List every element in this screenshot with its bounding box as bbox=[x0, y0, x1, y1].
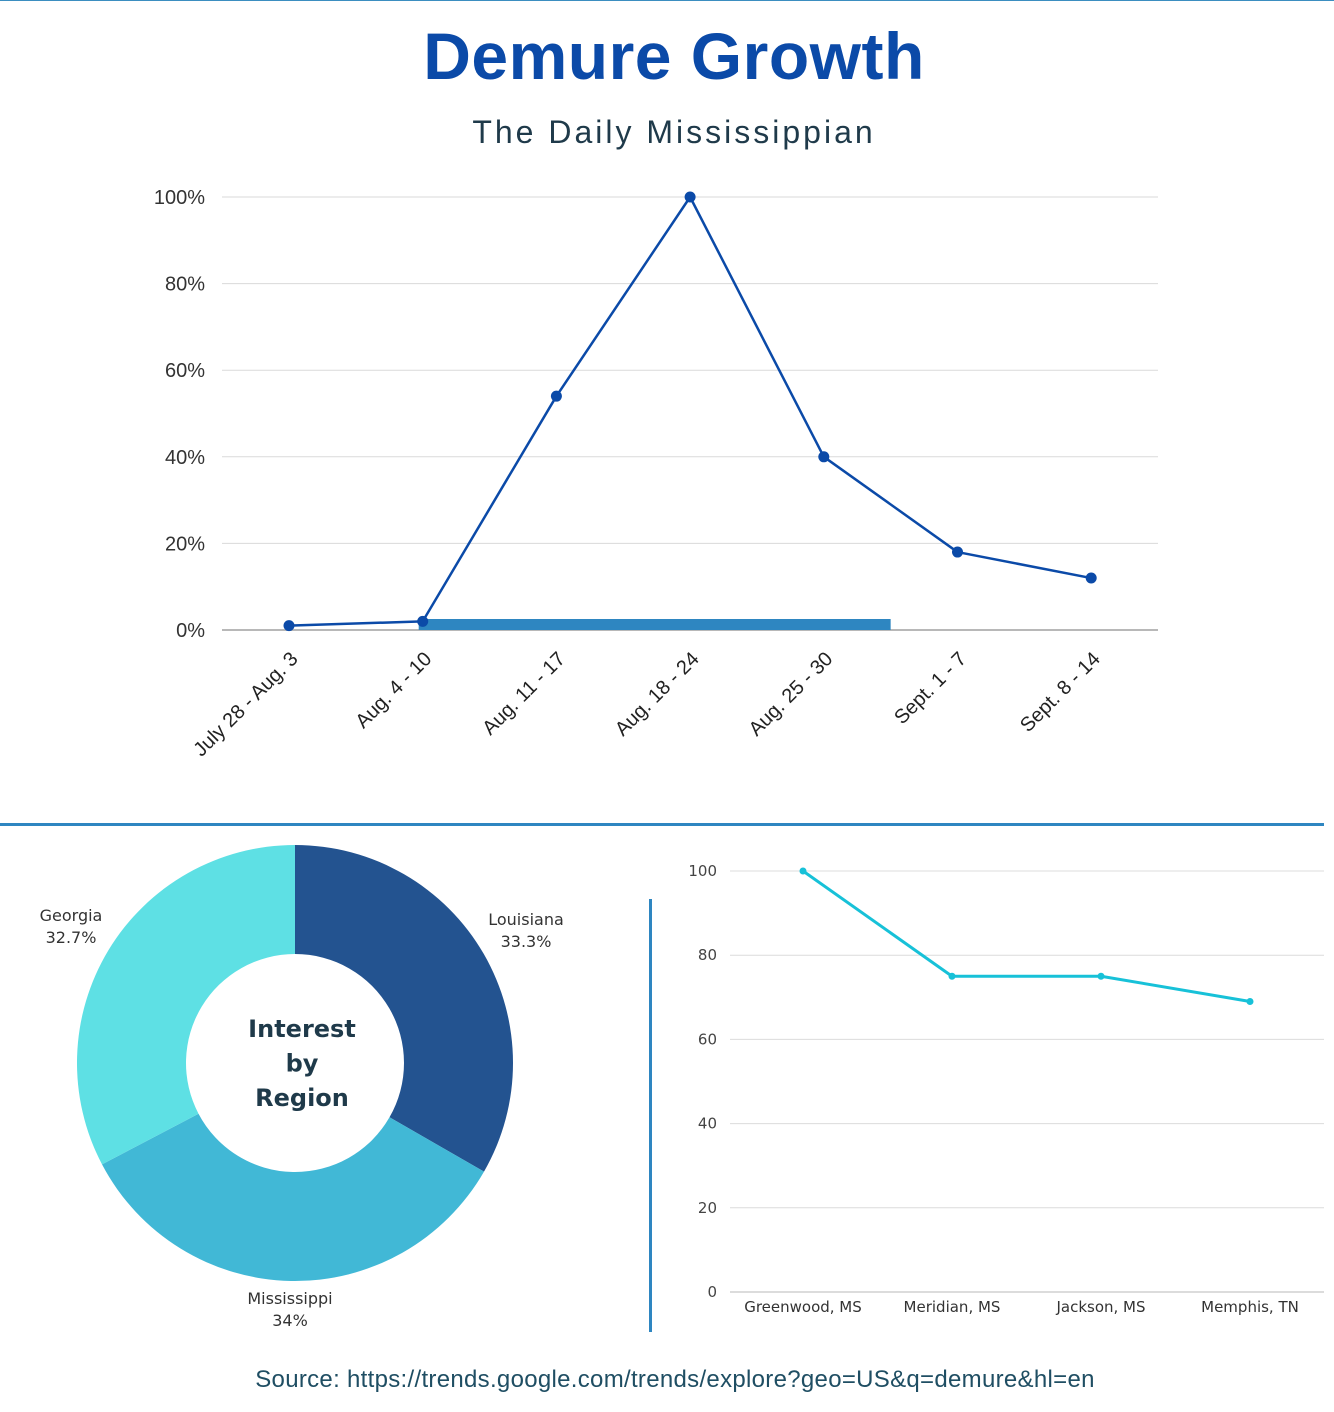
city-chart-point bbox=[799, 867, 807, 875]
page-title: Demure Growth bbox=[423, 19, 925, 93]
main-chart-y-tick: 80% bbox=[165, 274, 205, 296]
main-chart-y-tick: 0% bbox=[176, 620, 205, 642]
city-chart-point bbox=[1246, 998, 1254, 1006]
donut-slice-label: Mississippi bbox=[247, 1289, 332, 1308]
city-chart-y-tick: 60 bbox=[698, 1030, 717, 1048]
donut-slice-louisiana bbox=[295, 845, 513, 1172]
city-chart-point bbox=[1097, 972, 1105, 980]
city-chart-y-tick: 20 bbox=[698, 1199, 717, 1217]
main-chart-y-tick: 40% bbox=[165, 447, 205, 469]
main-chart-point bbox=[818, 451, 830, 463]
donut-slice-label: Georgia bbox=[40, 906, 103, 925]
main-chart-point bbox=[1085, 572, 1097, 584]
main-chart-highlight-bar bbox=[418, 619, 891, 630]
city-chart-y-tick: 80 bbox=[698, 946, 717, 964]
page-subtitle: The Daily Mississippian bbox=[472, 114, 876, 150]
city-chart-y-tick: 100 bbox=[688, 862, 717, 880]
main-chart-x-label: Sept. 1 - 7 bbox=[890, 648, 971, 729]
top-rule bbox=[0, 0, 1334, 1]
donut-center-label: Region bbox=[255, 1084, 349, 1112]
main-chart-point bbox=[417, 615, 429, 627]
main-chart-x-label: Aug. 25 - 30 bbox=[745, 648, 838, 741]
main-chart-point bbox=[550, 390, 562, 402]
city-chart-series-line bbox=[802, 869, 1251, 1003]
main-chart-x-label: Aug. 18 - 24 bbox=[611, 648, 704, 741]
donut-center-label: Interest bbox=[248, 1015, 356, 1043]
city-chart-y-tick: 0 bbox=[707, 1283, 717, 1301]
main-chart-y-tick: 100% bbox=[154, 187, 205, 209]
main-chart-y-tick: 60% bbox=[165, 360, 205, 382]
donut-center-label: by bbox=[286, 1050, 319, 1078]
donut-slice-label: Louisiana bbox=[488, 910, 564, 929]
city-chart-x-label: Jackson, MS bbox=[1055, 1298, 1145, 1316]
city-chart-y-tick: 40 bbox=[698, 1115, 717, 1133]
source-citation: Source: https://trends.google.com/trends… bbox=[255, 1366, 1095, 1393]
main-chart-x-label: Sept. 8 - 14 bbox=[1016, 648, 1105, 737]
column-divider bbox=[649, 899, 652, 1332]
city-chart-x-label: Greenwood, MS bbox=[744, 1298, 862, 1316]
main-chart-x-label: July 28 - Aug. 3 bbox=[189, 648, 302, 761]
main-chart-point bbox=[283, 620, 295, 632]
donut-slice-georgia bbox=[76, 845, 295, 1165]
donut-slice-percent: 34% bbox=[272, 1311, 308, 1330]
donut-slice-mississippi bbox=[102, 1113, 485, 1281]
main-chart-x-label: Aug. 4 - 10 bbox=[351, 648, 436, 733]
city-chart-point bbox=[948, 972, 956, 980]
city-chart-x-label: Meridian, MS bbox=[904, 1298, 1001, 1316]
donut-slice-percent: 32.7% bbox=[46, 928, 97, 947]
main-chart-series-line bbox=[288, 195, 1092, 627]
main-chart-point bbox=[952, 546, 963, 558]
main-chart-y-tick: 20% bbox=[165, 533, 205, 555]
main-chart-point bbox=[684, 191, 696, 203]
city-chart-x-label: Memphis, TN bbox=[1201, 1298, 1299, 1316]
section-divider bbox=[0, 823, 1324, 826]
main-chart-x-label: Aug. 11 - 17 bbox=[478, 648, 570, 740]
donut-slice-percent: 33.3% bbox=[501, 932, 552, 951]
